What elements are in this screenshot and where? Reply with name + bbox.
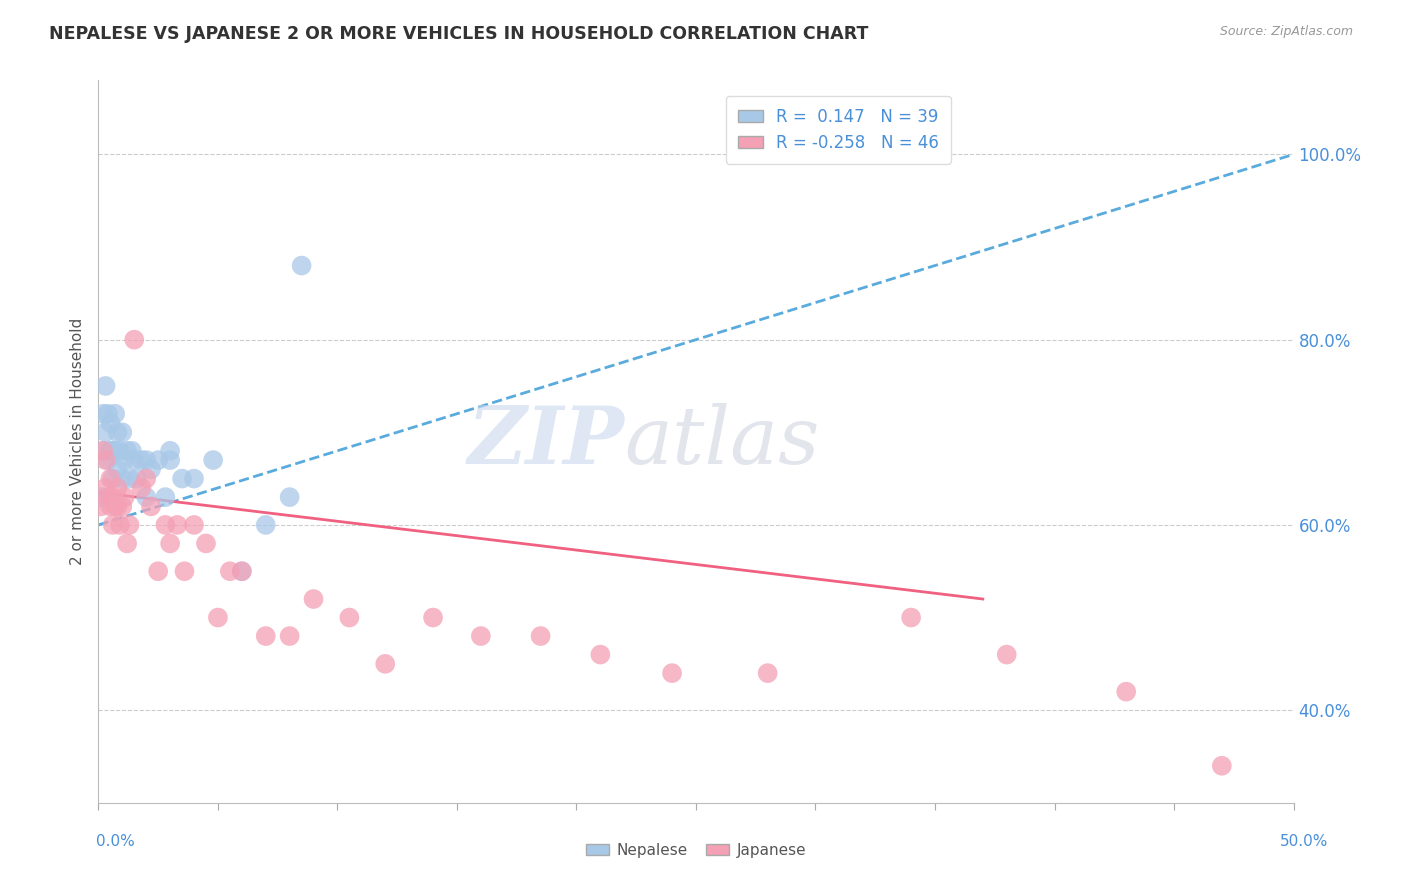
Text: NEPALESE VS JAPANESE 2 OR MORE VEHICLES IN HOUSEHOLD CORRELATION CHART: NEPALESE VS JAPANESE 2 OR MORE VEHICLES … [49,25,869,43]
Point [231,564,253,578]
Point [254,629,277,643]
Point [101,472,124,486]
Point [94,425,117,440]
Point [90,490,112,504]
Point [995,648,1018,662]
Point [195,536,218,550]
Point [131,453,153,467]
Point [125,472,148,486]
Point [155,490,177,504]
Point [98,472,122,486]
Text: atlas: atlas [624,403,820,480]
Point [530,629,553,643]
Point [90,500,112,514]
Point [107,462,129,476]
Point [114,453,136,467]
Text: 50.0%: 50.0% [1281,834,1329,849]
Point [159,443,181,458]
Point [114,490,136,504]
Point [97,490,120,504]
Text: 0.0%: 0.0% [96,834,135,849]
Point [302,592,325,607]
Point [159,536,181,550]
Point [278,629,301,643]
Point [91,443,114,458]
Point [101,517,124,532]
Legend: Nepalese, Japanese: Nepalese, Japanese [579,837,813,863]
Point [339,610,361,624]
Point [254,517,277,532]
Text: Source: ZipAtlas.com: Source: ZipAtlas.com [1219,25,1353,38]
Y-axis label: 2 or more Vehicles in Household: 2 or more Vehicles in Household [69,318,84,566]
Text: ZIP: ZIP [467,403,624,480]
Point [104,500,127,514]
Point [91,407,114,421]
Point [172,472,194,486]
Point [756,666,779,681]
Point [148,564,170,578]
Point [97,453,120,467]
Point [94,481,117,495]
Point [1115,684,1137,698]
Point [104,443,127,458]
Point [104,407,127,421]
Point [111,472,134,486]
Point [139,462,162,476]
Point [183,472,205,486]
Point [173,564,195,578]
Point [115,536,138,550]
Point [231,564,253,578]
Point [107,481,129,495]
Point [121,443,143,458]
Point [470,629,492,643]
Point [131,481,153,495]
Point [98,443,122,458]
Point [589,648,612,662]
Point [422,610,444,624]
Point [219,564,242,578]
Point [1211,758,1233,772]
Point [661,666,683,681]
Point [148,453,170,467]
Point [202,453,225,467]
Point [118,472,141,486]
Point [135,472,157,486]
Point [98,500,122,514]
Point [118,517,141,532]
Point [101,490,124,504]
Point [108,443,131,458]
Point [135,490,157,504]
Point [278,490,301,504]
Point [98,416,122,430]
Point [97,407,120,421]
Point [159,453,181,467]
Point [115,443,138,458]
Point [91,443,114,458]
Point [155,517,177,532]
Point [207,610,229,624]
Point [124,333,146,347]
Point [135,453,157,467]
Point [94,453,117,467]
Point [900,610,922,624]
Point [111,425,134,440]
Point [101,443,124,458]
Point [124,453,146,467]
Point [139,500,162,514]
Point [374,657,396,671]
Point [111,500,134,514]
Point [166,517,188,532]
Point [108,517,131,532]
Point [183,517,205,532]
Point [94,379,117,393]
Point [107,425,129,440]
Point [107,500,129,514]
Point [291,259,314,273]
